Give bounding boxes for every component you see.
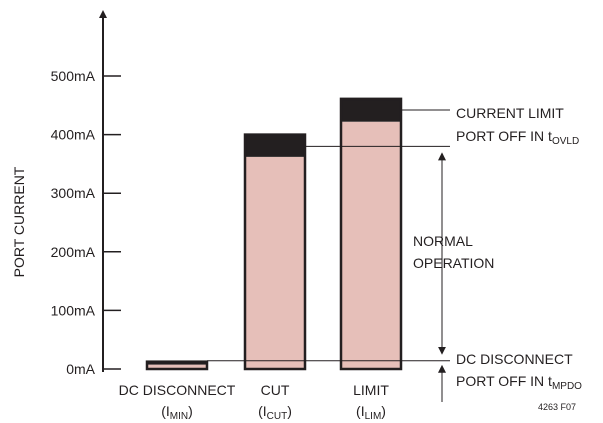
annotation-5: DC DISCONNECT bbox=[456, 351, 573, 367]
bar-3-range bbox=[341, 98, 401, 122]
category-sublabel-1: (IMIN) bbox=[161, 403, 193, 422]
y-axis-title: PORT CURRENT bbox=[11, 166, 27, 277]
bar-1-outline bbox=[145, 360, 209, 371]
category-label-1: DC DISCONNECT bbox=[119, 382, 236, 398]
annotation-2: PORT OFF IN tOVLD bbox=[456, 128, 579, 147]
bar-1-range bbox=[147, 361, 207, 365]
y-tick-label-0: 0mA bbox=[66, 361, 95, 377]
annotation-6: PORT OFF IN tMPDO bbox=[456, 373, 582, 392]
y-tick-label-200: 200mA bbox=[51, 244, 96, 260]
bar-2-range bbox=[245, 134, 305, 157]
figure-id: 4263 F07 bbox=[538, 402, 576, 412]
y-tick-label-500: 500mA bbox=[51, 68, 96, 84]
annotation-1: CURRENT LIMIT bbox=[456, 105, 564, 121]
bar-2-fill bbox=[245, 156, 305, 369]
bar-2-outline bbox=[243, 133, 307, 371]
annotation-3: NORMAL bbox=[413, 233, 473, 249]
axis-layer bbox=[99, 10, 121, 372]
reference-lines-layer bbox=[207, 109, 450, 402]
category-sublabel-3: (ILIM) bbox=[356, 403, 386, 422]
labels-layer: 0mA 100mA 200mA 300mA 400mA 500mA DC DISCONNEC… bbox=[51, 68, 583, 422]
y-tick-label-100: 100mA bbox=[51, 302, 96, 318]
bar-3-outline bbox=[339, 97, 403, 371]
annotation-4: OPERATION bbox=[413, 255, 494, 271]
y-tick-label-300: 300mA bbox=[51, 185, 96, 201]
bar-1-fill bbox=[147, 364, 207, 369]
bars-layer bbox=[145, 97, 403, 371]
y-tick-label-400: 400mA bbox=[51, 127, 96, 143]
category-label-2: CUT bbox=[261, 382, 290, 398]
category-sublabel-2: (ICUT) bbox=[258, 403, 292, 422]
bar-3-fill bbox=[341, 121, 401, 369]
category-label-3: LIMIT bbox=[353, 382, 389, 398]
